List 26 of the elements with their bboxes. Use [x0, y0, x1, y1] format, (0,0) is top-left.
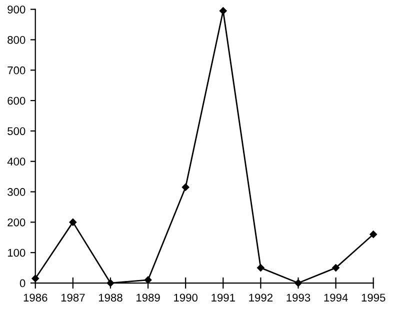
point: [257, 264, 264, 272]
y-tick-label: 900: [8, 6, 26, 14]
point: [182, 184, 190, 191]
y-tick-label: 400: [7, 158, 26, 166]
y-tick-label: 700: [8, 66, 26, 74]
y-tick-label: 500: [8, 127, 26, 136]
point: [69, 218, 77, 226]
x-tick-label: 1992: [249, 294, 272, 302]
x-tick-label: 1987: [61, 294, 85, 302]
point: [332, 264, 340, 272]
x-tick-label: 1993: [286, 294, 310, 302]
y-tick-label: 600: [8, 96, 26, 105]
x-tick-label: 1990: [174, 294, 198, 302]
x-tick-label: 1986: [24, 294, 48, 302]
y-tick-label: 0: [20, 279, 26, 288]
point: [219, 7, 227, 14]
x-tick-label: 1991: [212, 294, 235, 302]
x-tick-label: 1989: [136, 294, 160, 302]
x-tick-label: 1995: [362, 294, 386, 302]
y-tick-label: 200: [8, 218, 26, 226]
point: [370, 230, 377, 238]
x-tick-label: 1988: [98, 294, 122, 302]
x-tick-label: 1994: [324, 294, 348, 302]
y-tick-label: 100: [8, 248, 26, 257]
y-tick-label: 300: [8, 188, 26, 196]
y-tick-label: 800: [8, 36, 26, 44]
